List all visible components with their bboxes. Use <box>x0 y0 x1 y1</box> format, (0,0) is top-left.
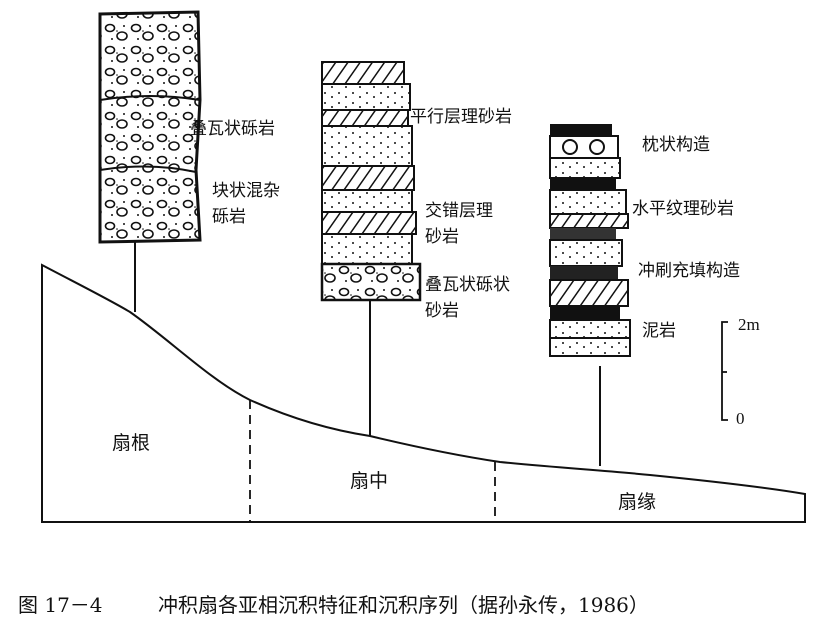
scale-bottom-label: 0 <box>736 409 745 428</box>
fan-edge-column: 枕状构造 水平纹理砂岩 冲刷充填构造 泥岩 <box>549 124 740 466</box>
label-imbricated-gravelly: 叠瓦状砾状 <box>425 275 510 295</box>
zone-fan-edge: 扇缘 <box>618 491 656 513</box>
label-horizontal-lamination-sandstone: 水平纹理砂岩 <box>632 199 734 219</box>
label-scour-fill-structure: 冲刷充填构造 <box>638 261 740 281</box>
label-cross-bedding: 交错层理 <box>425 201 493 221</box>
label-sandstone-2: 砂岩 <box>425 301 459 321</box>
fan-middle-column: 平行层理砂岩 交错层理 砂岩 叠瓦状砾状 砂岩 <box>320 61 512 436</box>
zone-fan-root: 扇根 <box>112 432 150 454</box>
fan-root-column: 叠瓦状砾岩 块状混杂 砾岩 <box>98 10 280 312</box>
scale-bar: 2m 0 <box>721 315 760 428</box>
fan-profile: 扇根 扇中 扇缘 <box>41 263 806 523</box>
label-parallel-bedding-sandstone: 平行层理砂岩 <box>410 107 512 127</box>
figure-number: 图 17－4 <box>18 593 103 617</box>
label-massive-mixed: 块状混杂 <box>212 181 280 201</box>
figure-caption: 冲积扇各亚相沉积特征和沉积序列（据孙永传，1986） <box>158 593 649 617</box>
scale-top-label: 2m <box>738 315 760 334</box>
label-sandstone-1: 砂岩 <box>425 227 459 247</box>
label-pillow-structure: 枕状构造 <box>642 135 710 155</box>
zone-fan-middle: 扇中 <box>350 470 388 492</box>
label-imbricated-conglomerate: 叠瓦状砾岩 <box>190 119 275 139</box>
label-mudstone: 泥岩 <box>642 321 676 341</box>
label-conglomerate: 砾岩 <box>212 207 246 227</box>
